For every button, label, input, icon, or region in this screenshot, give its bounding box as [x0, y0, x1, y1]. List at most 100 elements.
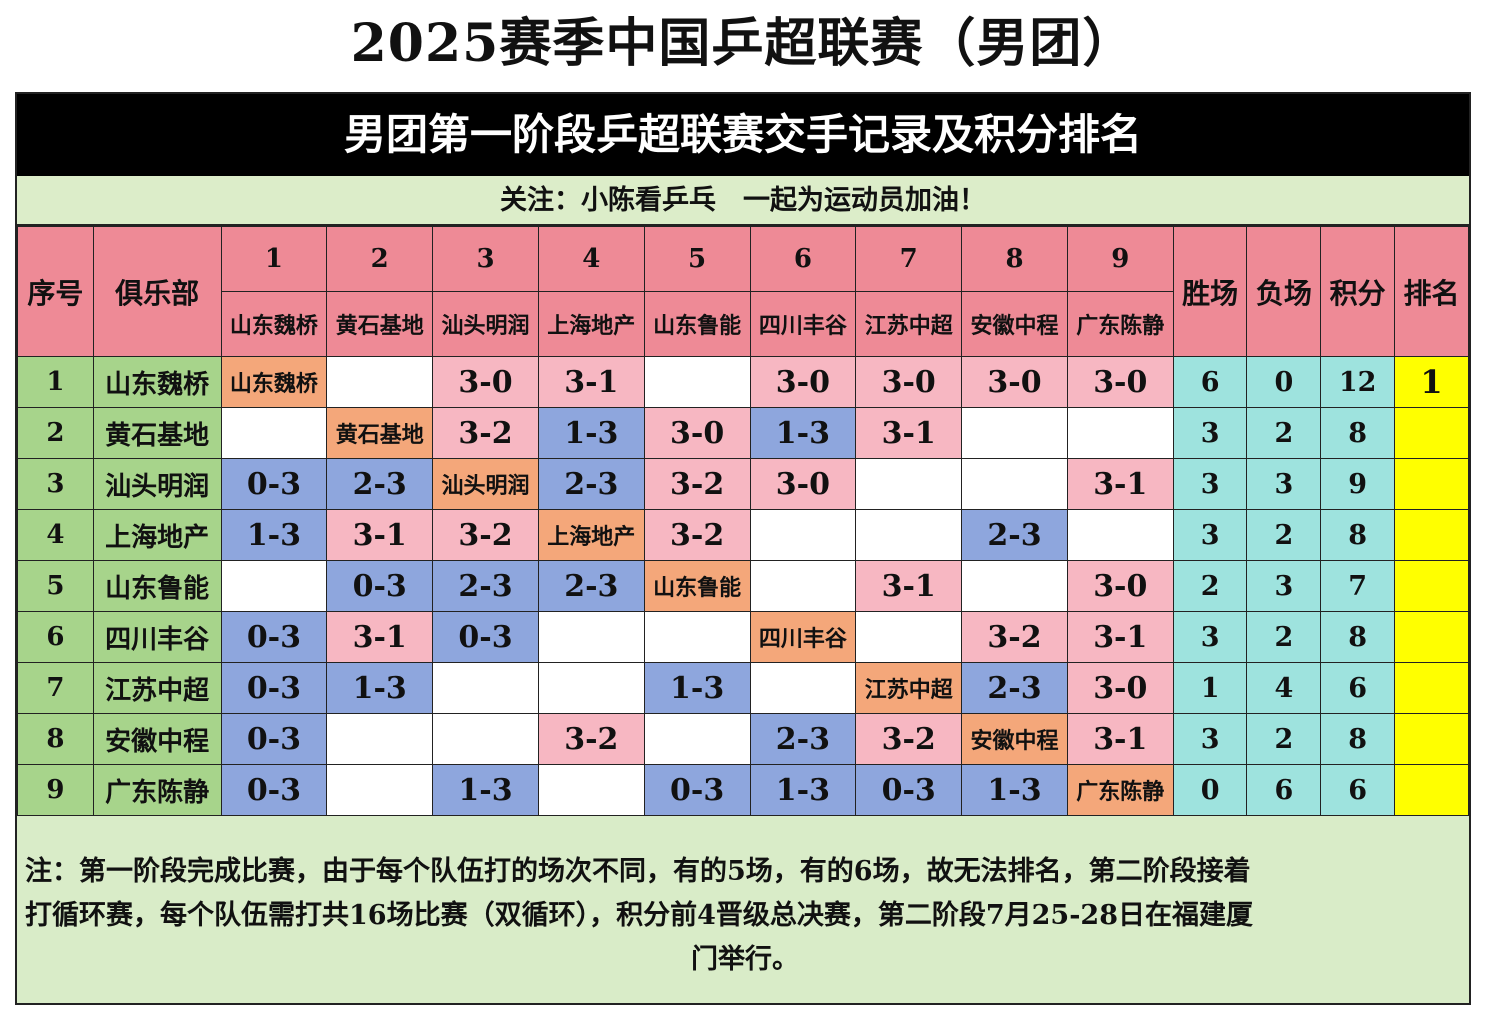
win-score-cell: 3-2 [432, 407, 539, 459]
empty-cell [537, 662, 645, 714]
row-index: 6 [17, 611, 94, 663]
header-opponent-team: 汕头明润 [432, 291, 539, 357]
loss-score-cell: 0-3 [220, 662, 328, 714]
standings-board: 男团第一阶段乒超联赛交手记录及积分排名 关注：小陈看乒乓 一起为运动员加油！ 序… [15, 92, 1471, 1005]
win-score-cell: 3-0 [1066, 662, 1174, 714]
footnote: 注：第一阶段完成比赛，由于每个队伍打的场次不同，有的5场，有的6场，故无法排名，… [25, 850, 1465, 982]
wins-cell: 6 [1172, 356, 1248, 408]
points-cell: 8 [1320, 509, 1396, 561]
loss-score-cell: 1-3 [961, 764, 1068, 816]
rank-cell [1394, 509, 1469, 561]
empty-cell [1066, 407, 1174, 459]
losses-cell: 2 [1246, 611, 1322, 663]
header-opponent-number: 7 [855, 226, 963, 292]
follow-notice: 关注：小陈看乒乓 一起为运动员加油！ [17, 176, 1469, 226]
footnote-line: 注：第一阶段完成比赛，由于每个队伍打的场次不同，有的5场，有的6场，故无法排名，… [25, 856, 1251, 887]
header-points: 积分 [1320, 226, 1396, 357]
empty-cell [432, 713, 539, 765]
points-cell: 6 [1320, 764, 1396, 816]
self-cell: 江苏中超 [855, 662, 963, 714]
win-score-cell: 3-0 [432, 356, 539, 408]
self-cell: 四川丰谷 [749, 611, 857, 663]
win-score-cell: 3-0 [1066, 356, 1174, 408]
win-score-cell: 3-2 [432, 509, 539, 561]
losses-cell: 2 [1246, 407, 1322, 459]
header-opponent-number: 5 [643, 226, 751, 292]
win-score-cell: 3-1 [326, 509, 434, 561]
table-banner: 男团第一阶段乒超联赛交手记录及积分排名 [17, 94, 1469, 176]
win-score-cell: 3-0 [1066, 560, 1174, 612]
losses-cell: 4 [1246, 662, 1322, 714]
footnote-line: 门举行。 [691, 944, 799, 975]
loss-score-cell: 2-3 [961, 662, 1068, 714]
header-opponent-team: 江苏中超 [855, 291, 963, 357]
empty-cell [326, 356, 434, 408]
empty-cell [1066, 509, 1174, 561]
table-row: 4 上海地产 1-3 3-1 3-2 上海地产 3-2 2-3 3 2 8 [17, 509, 1469, 561]
empty-cell [326, 713, 434, 765]
points-cell: 8 [1320, 407, 1396, 459]
page-title: 2025赛季中国乒超联赛（男团） [350, 13, 1136, 74]
header-club: 俱乐部 [92, 226, 222, 357]
header-opponent-team: 黄石基地 [326, 291, 434, 357]
empty-cell [855, 611, 963, 663]
wins-cell: 3 [1172, 458, 1248, 510]
win-score-cell: 3-1 [1066, 611, 1174, 663]
points-cell: 12 [1320, 356, 1396, 408]
row-index: 7 [17, 662, 94, 714]
points-cell: 6 [1320, 662, 1396, 714]
win-score-cell: 3-2 [643, 509, 751, 561]
empty-cell [432, 662, 539, 714]
loss-score-cell: 2-3 [432, 560, 539, 612]
header-opponent-number: 4 [537, 226, 645, 292]
rank-cell [1394, 458, 1469, 510]
win-score-cell: 3-0 [643, 407, 751, 459]
row-club: 安徽中程 [92, 713, 222, 765]
row-index: 9 [17, 764, 94, 816]
win-score-cell: 3-0 [855, 356, 963, 408]
self-cell: 汕头明润 [432, 458, 539, 510]
self-cell: 安徽中程 [961, 713, 1068, 765]
row-club: 山东鲁能 [92, 560, 222, 612]
loss-score-cell: 0-3 [643, 764, 751, 816]
points-cell: 8 [1320, 713, 1396, 765]
table-row: 5 山东鲁能 0-3 2-3 2-3 山东鲁能 3-1 3-0 2 3 7 [17, 560, 1469, 612]
losses-cell: 2 [1246, 509, 1322, 561]
empty-cell [749, 509, 857, 561]
win-score-cell: 3-1 [537, 356, 645, 408]
losses-cell: 6 [1246, 764, 1322, 816]
wins-cell: 3 [1172, 407, 1248, 459]
loss-score-cell: 1-3 [326, 662, 434, 714]
loss-score-cell: 0-3 [220, 764, 328, 816]
win-score-cell: 3-2 [855, 713, 963, 765]
win-score-cell: 3-1 [1066, 713, 1174, 765]
header-opponent-team: 安徽中程 [961, 291, 1068, 357]
header-losses: 负场 [1246, 226, 1322, 357]
empty-cell [220, 407, 328, 459]
rank-cell [1394, 713, 1469, 765]
table-row: 9 广东陈静 0-3 1-3 0-3 1-3 0-3 1-3 广东陈静 0 6 6 [17, 764, 1469, 816]
win-score-cell: 3-1 [855, 560, 963, 612]
loss-score-cell: 2-3 [537, 458, 645, 510]
empty-cell [643, 356, 751, 408]
rank-cell [1394, 611, 1469, 663]
loss-score-cell: 1-3 [749, 764, 857, 816]
loss-score-cell: 0-3 [220, 458, 328, 510]
win-score-cell: 3-0 [749, 356, 857, 408]
table-row: 7 江苏中超 0-3 1-3 1-3 江苏中超 2-3 3-0 1 4 6 [17, 662, 1469, 714]
table-row: 6 四川丰谷 0-3 3-1 0-3 四川丰谷 3-2 3-1 3 2 8 [17, 611, 1469, 663]
header-wins: 胜场 [1172, 226, 1248, 357]
header-opponent-team: 四川丰谷 [749, 291, 857, 357]
empty-cell [961, 458, 1068, 510]
wins-cell: 1 [1172, 662, 1248, 714]
header-opponent-team: 广东陈静 [1066, 291, 1174, 357]
row-index: 4 [17, 509, 94, 561]
win-score-cell: 3-2 [961, 611, 1068, 663]
loss-score-cell: 1-3 [749, 407, 857, 459]
loss-score-cell: 0-3 [220, 611, 328, 663]
table-row: 2 黄石基地 黄石基地 3-2 1-3 3-0 1-3 3-1 3 2 8 [17, 407, 1469, 459]
self-cell: 山东魏桥 [220, 356, 328, 408]
table-row: 1 山东魏桥 山东魏桥 3-0 3-1 3-0 3-0 3-0 3-0 6 0 12 1 [17, 356, 1469, 408]
header-rank: 排名 [1394, 226, 1469, 357]
points-cell: 8 [1320, 611, 1396, 663]
